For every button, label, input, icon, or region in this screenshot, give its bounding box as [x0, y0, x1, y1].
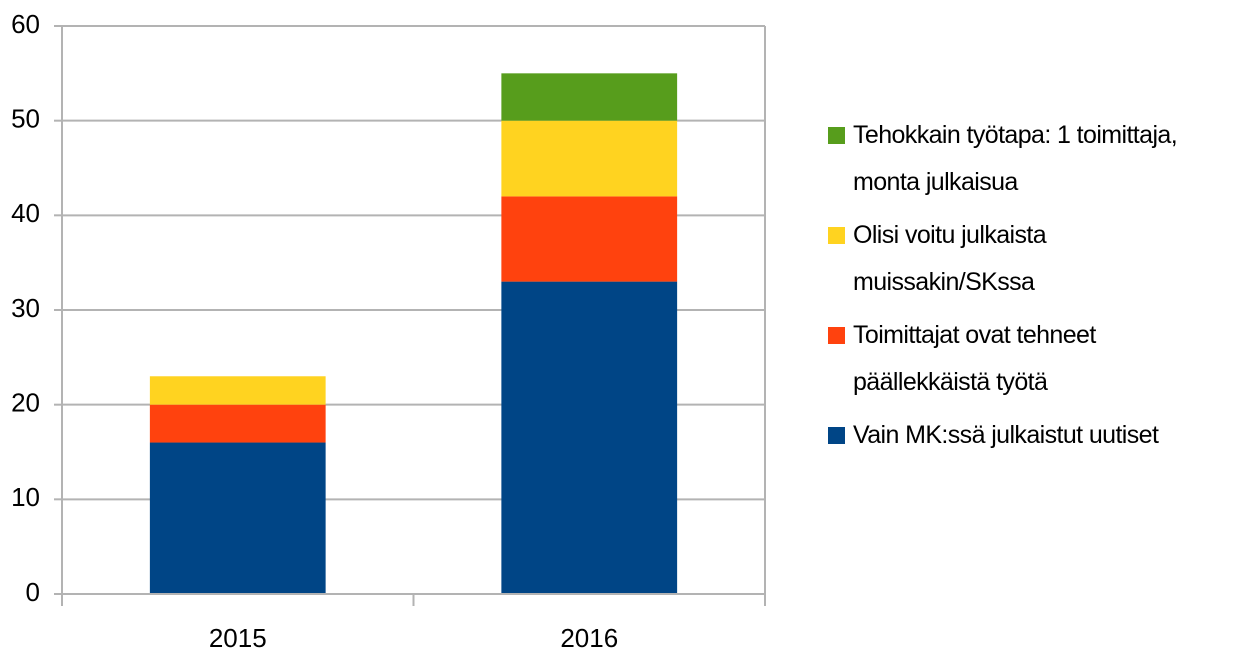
- legend-label: Toimittajat ovat tehneet päällekkäistä t…: [853, 321, 1096, 396]
- bar-segment: [149, 404, 326, 443]
- y-tick-label: 10: [11, 482, 40, 512]
- y-tick-label: 50: [11, 104, 40, 134]
- legend-swatch: [828, 327, 845, 344]
- bar-segment: [501, 196, 678, 282]
- x-tick-label: 2015: [209, 623, 267, 653]
- legend-label: Olisi voitu julkaista muissakin/SKssa: [853, 221, 1047, 296]
- y-tick-label: 40: [11, 198, 40, 228]
- y-tick-label: 60: [11, 9, 40, 39]
- y-tick-label: 20: [11, 388, 40, 418]
- legend-item: Olisi voitu julkaista muissakin/SKssa: [828, 212, 1228, 306]
- x-tick-label: 2016: [560, 623, 618, 653]
- legend-item: Vain MK:ssä julkaistut uutiset: [828, 412, 1228, 459]
- legend-item: Tehokkain työtapa: 1 toimittaja, monta j…: [828, 112, 1228, 206]
- legend-label: Tehokkain työtapa: 1 toimittaja, monta j…: [853, 121, 1178, 196]
- bar-segment: [501, 281, 678, 594]
- bar-segment: [501, 120, 678, 197]
- legend-swatch: [828, 127, 845, 144]
- legend-label: Vain MK:ssä julkaistut uutiset: [853, 421, 1159, 449]
- bar-segment: [149, 442, 326, 594]
- legend-swatch: [828, 227, 845, 244]
- legend-item: Toimittajat ovat tehneet päällekkäistä t…: [828, 312, 1228, 406]
- bar-segment: [149, 376, 326, 405]
- y-tick-label: 30: [11, 293, 40, 323]
- bar-segment: [501, 73, 678, 121]
- legend: Tehokkain työtapa: 1 toimittaja, monta j…: [828, 112, 1228, 465]
- y-tick-label: 0: [26, 577, 40, 607]
- legend-swatch: [828, 427, 845, 444]
